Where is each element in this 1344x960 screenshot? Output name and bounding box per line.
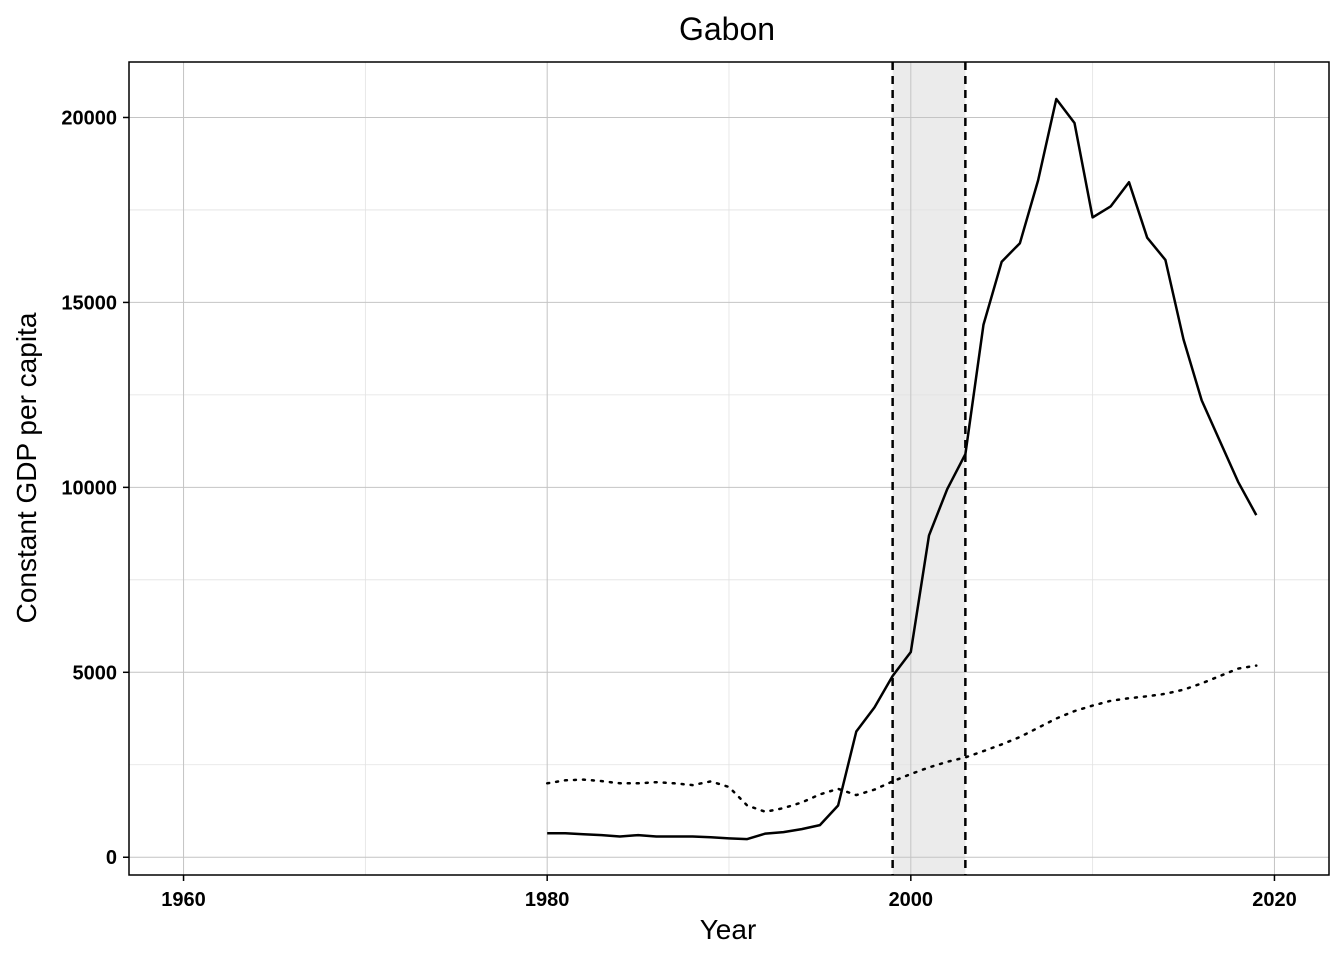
y-tick-label: 5000 [73,662,118,684]
x-tick-label: 2020 [1252,889,1297,911]
y-tick-label: 0 [106,847,117,869]
shaded-period [892,62,966,875]
grid-lines [129,62,1329,875]
y-tick-label: 15000 [61,292,117,314]
x-tick-label: 1980 [525,889,570,911]
x-tick-label: 2000 [889,889,934,911]
y-axis-title: Constant GDP per capita [11,312,42,623]
series-lines [545,97,1258,841]
x-tick-label: 1960 [161,889,206,911]
x-axis-ticks: 1960 1980 2000 2020 [161,875,1297,911]
series-line-solid [547,97,1258,841]
chart-title: Gabon [679,11,775,47]
y-tick-label: 10000 [61,477,117,499]
y-axis-ticks: 0 5000 10000 15000 20000 [61,107,129,869]
plot-frame [128,61,1330,876]
series-line-dotted [545,664,1258,814]
plot-border [128,61,1330,876]
y-tick-label: 20000 [61,107,117,129]
shaded-region [892,62,966,875]
period-boundary-lines [891,62,967,875]
x-axis-title: Year [700,914,757,945]
